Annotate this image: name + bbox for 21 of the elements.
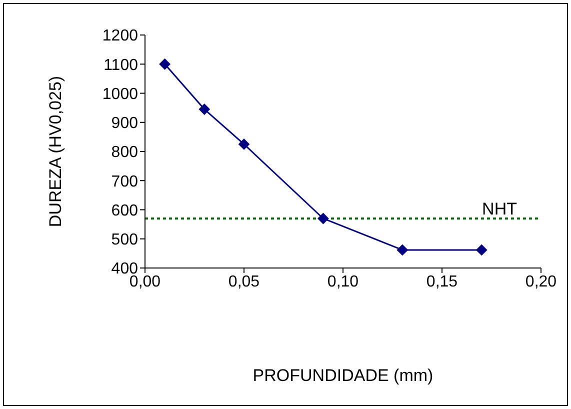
point <box>238 138 250 150</box>
y-tick-label: 800 <box>111 144 138 162</box>
x-tick-label: 0,05 <box>228 273 260 290</box>
point <box>318 212 329 224</box>
ref-line-label: NHT <box>482 199 517 218</box>
y-tick-label: 500 <box>111 232 138 249</box>
point <box>159 58 170 70</box>
point <box>396 244 408 256</box>
y-tick-label: 600 <box>111 202 138 220</box>
point <box>198 104 210 115</box>
y-axis-title: DUREZA (HV0,025) <box>46 76 66 228</box>
x-tick-label: 0,15 <box>426 273 458 290</box>
point <box>476 244 488 256</box>
x-axis-title: PROFUNDIDADE (mm) <box>252 366 434 385</box>
x-tick-label: 0,10 <box>327 273 359 290</box>
y-tick-label: 1100 <box>104 56 138 74</box>
y-tick-label: 900 <box>111 115 138 132</box>
y-tick-label: 700 <box>111 173 138 190</box>
x-tick-label: 0,20 <box>525 273 557 290</box>
y-tick-label: 1200 <box>102 28 138 45</box>
y-tick-label: 1000 <box>102 86 138 103</box>
